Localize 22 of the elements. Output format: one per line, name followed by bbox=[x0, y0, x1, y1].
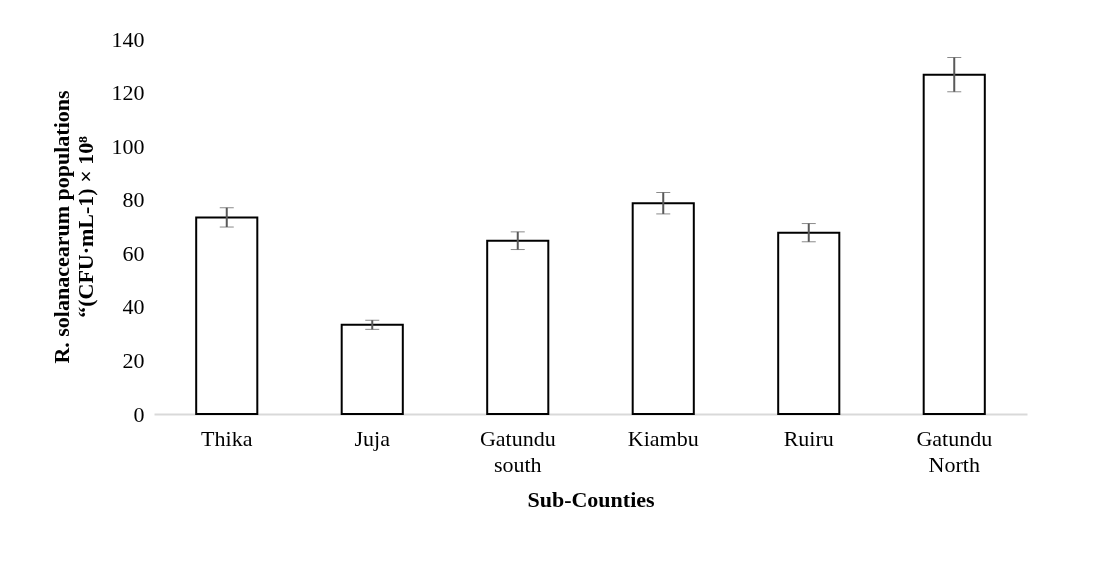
y-tick-label: 0 bbox=[133, 401, 145, 427]
x-tick-label: Gatundu south bbox=[479, 425, 556, 477]
bar bbox=[777, 231, 841, 415]
bar bbox=[922, 73, 986, 415]
y-tick-label: 140 bbox=[111, 26, 145, 52]
bar bbox=[195, 216, 259, 415]
bar bbox=[631, 202, 695, 415]
y-tick-label: 60 bbox=[122, 240, 145, 266]
y-tick-label: 20 bbox=[122, 347, 145, 373]
y-tick-label: 120 bbox=[111, 80, 145, 106]
x-tick-label: Gatundu North bbox=[916, 425, 993, 477]
bar bbox=[486, 239, 550, 415]
x-tick-label: Kiambu bbox=[627, 425, 699, 451]
y-axis-title: R. solanacearum populations “(CFU·mL-1) × 10⁸ bbox=[48, 89, 98, 364]
y-tick-label: 40 bbox=[122, 294, 145, 320]
y-tick-label: 100 bbox=[111, 133, 145, 159]
x-tick-label: Juja bbox=[354, 425, 391, 451]
bar bbox=[340, 323, 404, 415]
y-tick-label: 80 bbox=[122, 187, 145, 213]
x-axis-title: Sub-Counties bbox=[527, 486, 656, 512]
x-tick-label: Thika bbox=[201, 425, 253, 451]
x-tick-label: Ruiru bbox=[783, 425, 834, 451]
